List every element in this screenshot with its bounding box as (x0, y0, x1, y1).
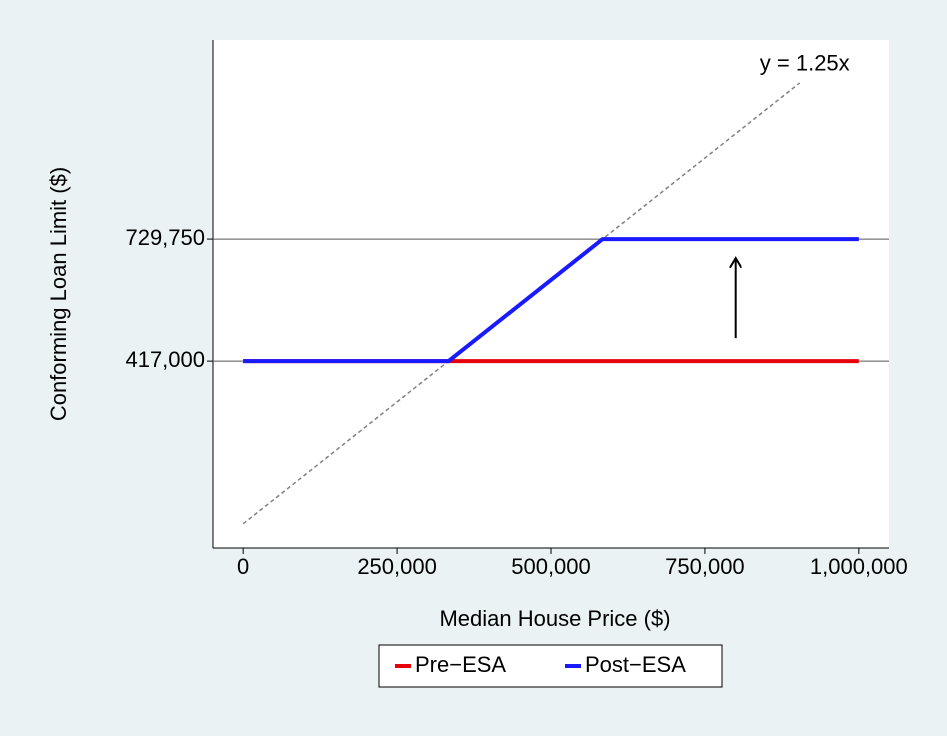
legend-box (378, 644, 723, 688)
x-tick-label: 0 (237, 554, 249, 579)
y-tick-label: 729,750 (125, 225, 205, 250)
reference-label: y = 1.25x (760, 51, 850, 76)
legend-label: Pre−ESA (415, 652, 506, 677)
x-tick-label: 500,000 (511, 554, 591, 579)
reference-line (242, 82, 801, 525)
plot-area (213, 40, 889, 548)
y-axis-title: Conforming Loan Limit ($) (46, 167, 71, 421)
x-axis-title: Median House Price ($) (439, 606, 670, 631)
x-tick-label: 750,000 (665, 554, 745, 579)
series-line (243, 237, 859, 364)
legend-label: Post−ESA (585, 652, 686, 677)
x-tick-label: 1,000,000 (810, 554, 908, 579)
y-tick-label: 417,000 (125, 347, 205, 372)
x-tick-label: 250,000 (357, 554, 437, 579)
